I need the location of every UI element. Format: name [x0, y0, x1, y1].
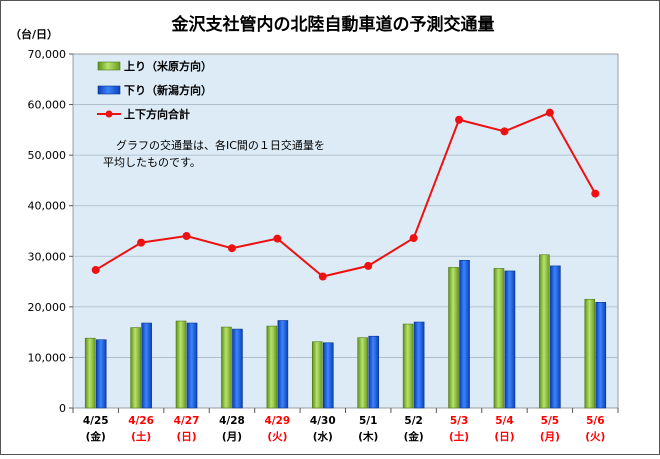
y-tick-label: 0 [59, 402, 66, 415]
gridlines [73, 104, 618, 358]
y-tick-label: 30,000 [28, 250, 67, 263]
x-tick-label-day: (日) [494, 431, 514, 443]
note-line-1: グラフの交通量は、各IC間の１日交通量を [116, 138, 325, 152]
total-point [227, 244, 236, 253]
bar-up [402, 323, 414, 409]
x-tick-label-day: (火) [585, 431, 605, 443]
total-line [95, 111, 597, 278]
y-tick-label: 40,000 [28, 200, 67, 213]
x-tick-label-date: 4/25 [83, 415, 109, 427]
x-tick-label-date: 4/27 [174, 415, 200, 427]
x-tick-label-date: 5/4 [495, 415, 513, 427]
bar-up [266, 325, 278, 409]
x-tick-label-day: (金) [404, 430, 424, 443]
bar-up [539, 254, 550, 409]
x-tick-label-day: (日) [176, 431, 196, 443]
bar-down [413, 321, 425, 409]
legend-swatch-total-marker [105, 110, 113, 118]
x-tick-label-day: (月) [222, 431, 242, 443]
chart-title: 金沢支社管内の北陸自動車道の予測交通量 [171, 14, 495, 35]
x-tick-label-day: (木) [358, 430, 378, 443]
bar-down [550, 265, 561, 409]
bar-down [368, 335, 380, 409]
bar-series [84, 254, 607, 409]
total-point [455, 115, 464, 124]
x-tick-label-day: (火) [267, 431, 287, 443]
bar-down [322, 342, 334, 409]
total-point [273, 234, 282, 243]
bar-up [84, 337, 96, 409]
x-tick-label-date: 4/26 [128, 415, 154, 427]
total-point [409, 234, 418, 243]
legend-label-total: 上下方向合計 [124, 107, 190, 121]
x-tick-label-date: 4/29 [264, 415, 290, 427]
y-tick-label: 10,000 [28, 351, 67, 364]
y-axis-unit-label: （台/日） [10, 27, 58, 41]
bar-down [95, 339, 107, 409]
total-point [545, 108, 554, 117]
bar-down [186, 322, 198, 409]
total-point [182, 232, 191, 241]
legend-swatch-up [97, 61, 121, 71]
x-tick-label-day: (土) [131, 430, 151, 443]
bar-up [448, 267, 459, 409]
x-tick-label-day: (金) [86, 430, 106, 443]
note-line-2: 平均したものです。 [103, 156, 201, 169]
x-tick-label-day: (月) [540, 431, 560, 443]
total-point [137, 238, 146, 247]
legend-label-down: 下り（新潟方向） [124, 83, 212, 97]
bar-up [175, 320, 187, 409]
x-tick-label-date: 5/6 [586, 415, 604, 427]
total-point [364, 261, 373, 270]
x-tick-label-day: (土) [449, 430, 469, 443]
legend-label-up: 上り（米原方向） [124, 59, 212, 73]
y-tick-label: 60,000 [28, 99, 67, 112]
x-tick-label-date: 5/2 [404, 415, 422, 427]
legend-swatch-down [97, 85, 121, 95]
bar-up [311, 341, 323, 409]
bar-down [232, 328, 243, 409]
y-tick-label: 20,000 [28, 301, 67, 314]
x-tick-label-date: 5/3 [450, 415, 468, 427]
y-tick-label: 70,000 [28, 48, 67, 61]
x-tick-label-date: 5/1 [359, 415, 377, 427]
x-tick-label-date: 4/30 [310, 415, 336, 427]
plot-area [72, 53, 619, 409]
total-point [91, 265, 100, 274]
bar-up [221, 326, 232, 409]
bar-up [584, 298, 596, 409]
total-point [591, 189, 600, 198]
x-tick-label-date: 4/28 [219, 415, 245, 427]
x-tick-label-day: (水) [313, 430, 333, 443]
bar-up [493, 268, 505, 409]
bar-down [595, 302, 607, 409]
bar-down [504, 270, 516, 409]
bar-down [277, 320, 289, 409]
bar-up [357, 337, 369, 409]
bar-down [141, 322, 152, 409]
bar-up [130, 327, 141, 409]
x-axis: 4/25 (金) 4/26 (土) 4/27 (日) 4/28 (月) 4/29 (火) 4/30 (… [72, 408, 619, 443]
x-tick-label-date: 5/5 [541, 415, 559, 427]
y-tick-label: 50,000 [28, 149, 67, 162]
legend: 上り（米原方向） 下り（新潟方向） 上下方向合計 [97, 59, 212, 121]
total-line-series [91, 108, 600, 281]
y-axis: 0 10,000 20,000 30,000 40,000 50,000 60,000 70,… [28, 48, 73, 415]
bar-down [459, 260, 470, 409]
total-point [318, 272, 327, 281]
total-point [500, 127, 509, 136]
